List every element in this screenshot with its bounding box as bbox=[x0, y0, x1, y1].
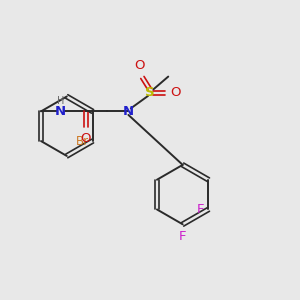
Text: H: H bbox=[57, 96, 64, 106]
Text: S: S bbox=[145, 86, 154, 99]
Text: O: O bbox=[134, 59, 145, 72]
Text: Br: Br bbox=[76, 135, 89, 148]
Text: F: F bbox=[179, 230, 186, 243]
Text: N: N bbox=[123, 105, 134, 118]
Text: O: O bbox=[80, 132, 91, 145]
Text: N: N bbox=[55, 105, 66, 118]
Text: O: O bbox=[171, 86, 181, 99]
Text: F: F bbox=[196, 203, 204, 216]
